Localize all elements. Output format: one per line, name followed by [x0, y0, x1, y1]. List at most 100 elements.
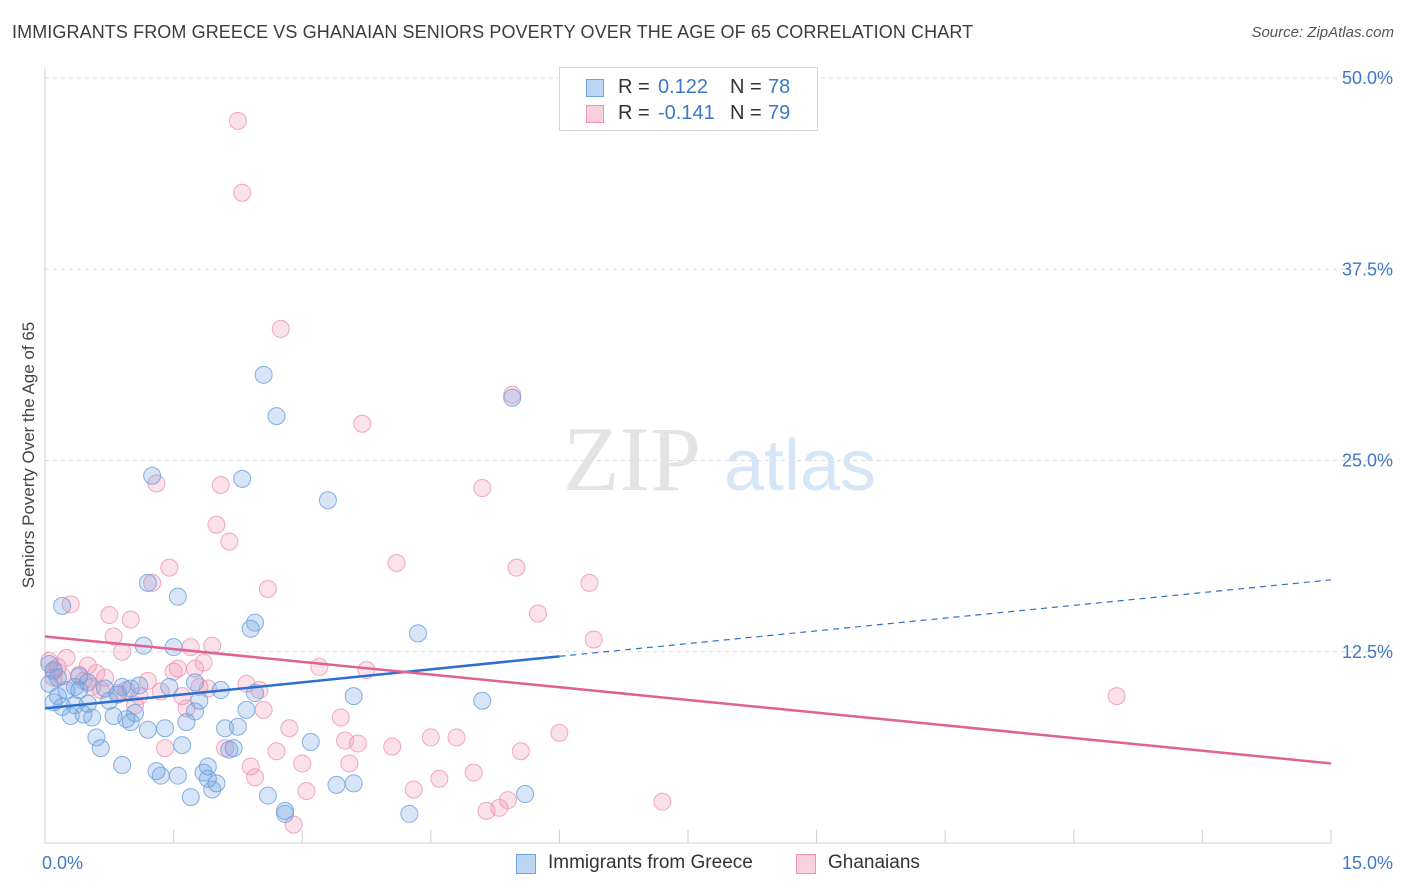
data-point-greece	[48, 668, 67, 687]
legend-n-value: 78	[768, 76, 791, 98]
data-point-greece	[198, 769, 217, 788]
data-point-greece	[276, 804, 295, 823]
data-point-greece	[233, 469, 252, 488]
data-point-ghanaians	[550, 723, 569, 742]
data-point-greece	[246, 613, 265, 632]
watermark-zip: ZIP	[563, 408, 701, 510]
y-tick-label: 50.0%	[1342, 68, 1393, 88]
data-point-ghanaians	[271, 319, 290, 338]
data-point-greece	[228, 717, 247, 736]
data-point-ghanaians	[138, 671, 157, 690]
data-point-greece	[318, 491, 337, 510]
data-point-greece	[113, 755, 132, 774]
watermark: ZIP atlas	[563, 408, 876, 510]
data-point-ghanaians	[653, 792, 672, 811]
legend-swatch-ghana	[586, 105, 604, 123]
data-point-ghanaians	[126, 696, 145, 715]
data-point-ghanaians	[1107, 687, 1126, 706]
data-point-ghanaians	[267, 742, 286, 761]
data-point-greece	[186, 702, 205, 721]
trend-line-ghanaians	[44, 635, 1332, 765]
data-point-ghanaians	[340, 754, 359, 773]
data-point-ghanaians	[181, 638, 200, 657]
tick-labels: 12.5% 25.0% 37.5% 50.0% 0.0% 15.0%	[42, 68, 1393, 873]
data-point-greece	[66, 677, 85, 696]
data-point-ghanaians	[211, 475, 230, 494]
data-point-greece	[151, 766, 170, 785]
y-tick-label: 12.5%	[1342, 642, 1393, 662]
data-point-greece	[327, 775, 346, 794]
data-point-ghanaians	[121, 610, 140, 629]
data-point-ghanaians	[353, 414, 372, 433]
data-point-greece	[198, 757, 217, 776]
data-point-ghanaians	[293, 754, 312, 773]
gridlines	[45, 77, 1391, 653]
data-point-greece	[138, 720, 157, 739]
data-point-ghanaians	[246, 768, 265, 787]
bottom-legend-label-ghana: Ghanaians	[828, 852, 920, 873]
chart-source: Source: ZipAtlas.com	[1251, 24, 1394, 41]
data-point-ghanaians	[254, 700, 273, 719]
data-point-ghanaians	[100, 606, 119, 625]
legend: R = 0.122 N = 78 R = -0.141 N = 79	[559, 67, 818, 131]
data-point-ghanaians	[498, 791, 517, 810]
data-point-greece	[143, 466, 162, 485]
data-point-ghanaians	[104, 627, 123, 646]
data-point-greece	[516, 785, 535, 804]
data-point-greece	[121, 713, 140, 732]
data-point-ghanaians	[310, 658, 329, 677]
data-point-greece	[173, 736, 192, 755]
data-point-greece	[164, 638, 183, 657]
data-point-ghanaians	[421, 728, 440, 747]
data-point-ghanaians	[473, 479, 492, 498]
legend-n-value: 79	[768, 102, 791, 124]
data-point-greece	[254, 365, 273, 384]
data-point-ghanaians	[580, 573, 599, 592]
data-point-greece	[126, 703, 145, 722]
data-point-ghanaians	[143, 573, 162, 592]
trend-lines	[44, 579, 1332, 765]
data-point-greece	[91, 739, 110, 758]
data-point-greece	[246, 684, 265, 703]
data-point-greece	[344, 687, 363, 706]
data-point-greece	[216, 719, 235, 738]
legend-r-label: R =	[618, 102, 650, 124]
data-point-ghanaians	[430, 769, 449, 788]
chart-title: IMMIGRANTS FROM GREECE VS GHANAIAN SENIO…	[12, 22, 974, 42]
data-point-greece	[181, 788, 200, 807]
data-point-greece	[168, 587, 187, 606]
legend-swatch-greece	[586, 79, 604, 97]
data-point-greece	[138, 573, 157, 592]
data-point-greece	[87, 728, 106, 747]
data-point-ghanaians	[383, 737, 402, 756]
trend-line-greece-extension	[559, 579, 1332, 657]
axes	[44, 68, 1332, 844]
data-point-ghanaians	[233, 183, 252, 202]
data-point-ghanaians	[228, 111, 247, 130]
legend-r-value: -0.141	[658, 102, 715, 124]
data-point-ghanaians	[507, 558, 526, 577]
data-point-ghanaians	[387, 554, 406, 573]
y-axis-label: Seniors Poverty Over the Age of 65	[19, 322, 38, 588]
data-point-ghanaians	[331, 708, 350, 727]
data-point-greece	[267, 407, 286, 426]
data-point-greece	[301, 733, 320, 752]
data-point-greece	[400, 804, 419, 823]
data-point-greece	[160, 677, 179, 696]
data-point-greece	[48, 687, 67, 706]
data-point-ghanaians	[404, 780, 423, 799]
data-point-greece	[344, 774, 363, 793]
legend-r-label: R =	[618, 76, 650, 98]
x-tick-label: 0.0%	[42, 853, 83, 873]
data-point-greece	[156, 719, 175, 738]
legend-n-label: N =	[730, 76, 762, 98]
data-point-greece	[473, 691, 492, 710]
data-point-greece	[186, 673, 205, 692]
data-point-ghanaians	[207, 515, 226, 534]
data-point-ghanaians	[241, 757, 260, 776]
data-point-ghanaians	[96, 668, 115, 687]
bottom-legend-swatch-ghana	[796, 854, 816, 874]
data-point-ghanaians	[464, 763, 483, 782]
data-point-ghanaians	[297, 781, 316, 800]
data-point-ghanaians	[258, 580, 277, 599]
